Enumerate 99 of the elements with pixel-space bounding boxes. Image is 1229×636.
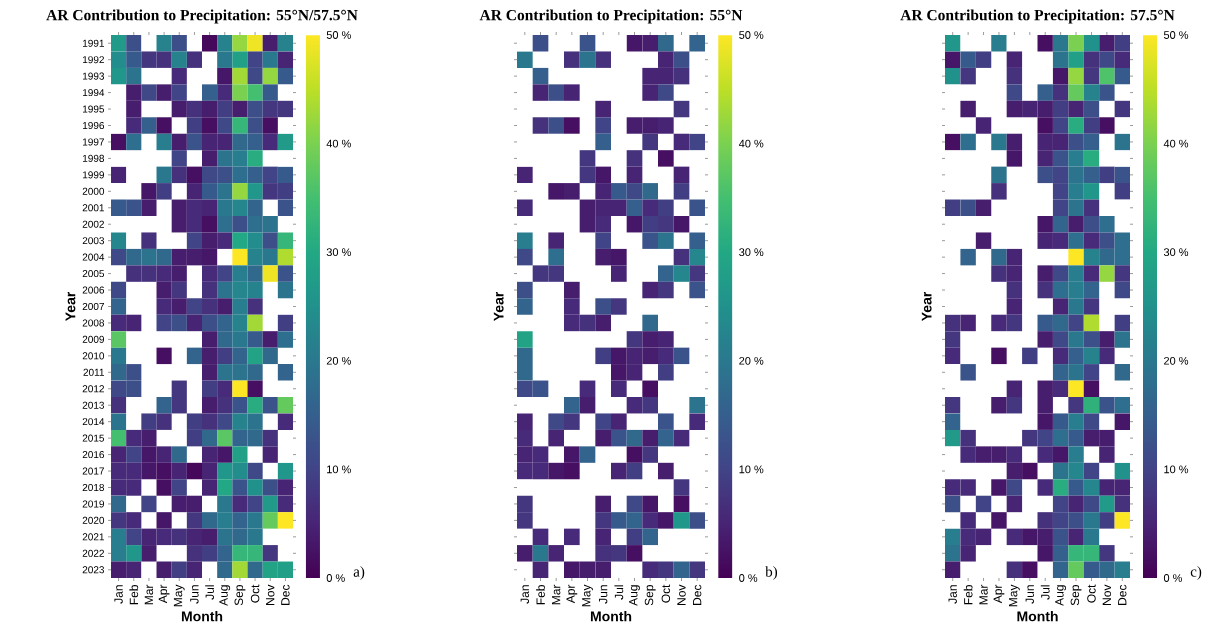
y-axis-title: Year: [921, 291, 932, 322]
color-bar-label: 40 %: [326, 139, 351, 148]
y-tick-label: 1998: [83, 154, 105, 162]
y-tick-label: 2000: [82, 187, 105, 195]
x-tick-label: May: [173, 584, 185, 607]
y-tick-label: 2010: [82, 352, 105, 360]
x-tick-label: Feb: [963, 585, 973, 605]
x-tick-label: Jul: [614, 585, 624, 600]
x-tick-label: Jun: [598, 585, 608, 604]
color-bar-label: 10 %: [1164, 465, 1189, 474]
y-tick-label: 2003: [82, 237, 105, 245]
color-bar-label: 50 %: [326, 31, 351, 39]
y-tick-label: 1994: [83, 89, 105, 97]
x-tick-label: Jan: [520, 585, 530, 604]
x-tick-label: Feb: [536, 585, 545, 605]
y-tick-label: 2004: [82, 253, 105, 261]
x-tick-label: Sep: [1070, 585, 1082, 606]
x-tick-label: Dec: [692, 584, 702, 605]
x-tick-label: Oct: [250, 584, 260, 603]
y-tick-label: 2015: [82, 434, 105, 442]
x-tick-label: Nov: [266, 584, 275, 605]
y-tick-label: 2018: [82, 483, 105, 492]
y-axis-title: Year: [65, 291, 76, 322]
color-bar-label: 10 %: [327, 465, 351, 474]
x-tick-label: Sep: [234, 585, 246, 606]
x-tick-label: May: [1009, 584, 1020, 607]
color-bar-label: 10 %: [739, 465, 764, 474]
y-tick-label: 1992: [83, 56, 104, 64]
y-tick-label: 2008: [82, 319, 105, 327]
x-tick-label: Oct: [1087, 584, 1096, 603]
color-bar-label: 40 %: [738, 139, 764, 148]
x-axis-title: Month: [181, 611, 223, 622]
text: b): [765, 566, 778, 580]
x-tick-label: Feb: [129, 585, 139, 605]
x-tick-label: Apr: [158, 584, 170, 604]
x-axis-title: Month: [1017, 611, 1058, 622]
y-tick-label: 2012: [82, 385, 104, 393]
x-tick-label: Sep: [644, 585, 656, 606]
color-bar-label: 20 %: [326, 356, 351, 365]
y-tick-label: 2017: [82, 467, 104, 475]
chart-title: AR Contribution to Precipitation: 57.5°N: [900, 9, 1175, 24]
x-tick-label: Jul: [205, 585, 214, 600]
y-tick-label: 2011: [83, 368, 104, 376]
chart-title: AR Contribution to Precipitation: 55°N/57.5°N: [46, 9, 358, 24]
color-bar-label: 50 %: [739, 31, 764, 39]
y-tick-label: 1995: [83, 105, 105, 113]
x-tick-label: Aug: [219, 585, 231, 606]
color-bar-label: 50 %: [1163, 31, 1189, 39]
y-tick-label: 2007: [82, 302, 104, 311]
y-tick-label: 2014: [82, 418, 105, 426]
y-tick-label: 2021: [82, 533, 104, 541]
color-bar-label: 30 %: [326, 248, 351, 257]
y-tick-label: 2001: [82, 204, 104, 212]
color-bar-label: 0 %: [739, 574, 758, 582]
y-tick-label: 2005: [82, 270, 105, 278]
y-tick-label: 2020: [82, 516, 105, 524]
color-bar-label: 0 %: [326, 574, 345, 582]
x-tick-label: Dec: [1118, 584, 1127, 605]
x-tick-label: Jun: [1025, 585, 1034, 604]
x-tick-label: May: [582, 584, 593, 607]
color-bar-label: 20 %: [1164, 356, 1189, 365]
y-tick-label: 2013: [82, 401, 105, 409]
y-tick-label: 2002: [82, 220, 104, 228]
y-tick-label: 2006: [82, 286, 105, 294]
text: a): [353, 566, 365, 580]
color-bar-label: 40 %: [1163, 139, 1189, 148]
x-tick-label: Jan: [114, 585, 123, 604]
y-tick-label: 1997: [83, 138, 104, 146]
y-tick-label: 1996: [83, 121, 105, 130]
color-bar-label: 0 %: [1163, 574, 1183, 582]
x-tick-label: Jun: [190, 585, 199, 604]
x-tick-label: Oct: [661, 584, 671, 603]
text: c): [1190, 566, 1202, 580]
y-tick-label: 2009: [82, 335, 105, 343]
y-tick-label: 1991: [83, 39, 104, 47]
x-tick-label: Aug: [629, 585, 640, 606]
x-tick-label: Mar: [144, 584, 154, 605]
x-tick-label: Aug: [1055, 585, 1066, 606]
y-tick-label: 1993: [83, 72, 105, 80]
x-tick-label: Mar: [979, 584, 988, 605]
x-tick-label: Apr: [993, 584, 1005, 604]
color-bar-label: 30 %: [1163, 248, 1189, 257]
x-tick-label: Apr: [566, 584, 578, 604]
x-tick-label: Nov: [677, 584, 686, 605]
x-tick-label: Mar: [551, 584, 561, 605]
y-tick-label: 2022: [82, 549, 104, 557]
x-tick-label: Nov: [1102, 584, 1112, 605]
x-tick-label: Jul: [1040, 585, 1050, 600]
chart-title: AR Contribution to Precipitation: 55°N: [479, 9, 743, 24]
color-bar-label: 30 %: [739, 248, 764, 257]
x-tick-label: Dec: [281, 584, 290, 605]
y-tick-label: 2016: [82, 451, 105, 459]
y-tick-label: 1999: [83, 171, 105, 179]
x-axis-title: Month: [590, 611, 632, 622]
y-axis-title: Year: [493, 291, 504, 322]
x-tick-label: Jan: [948, 585, 957, 604]
y-tick-label: 2023: [82, 566, 105, 574]
y-tick-label: 2019: [82, 500, 105, 508]
color-bar-label: 20 %: [739, 356, 764, 365]
